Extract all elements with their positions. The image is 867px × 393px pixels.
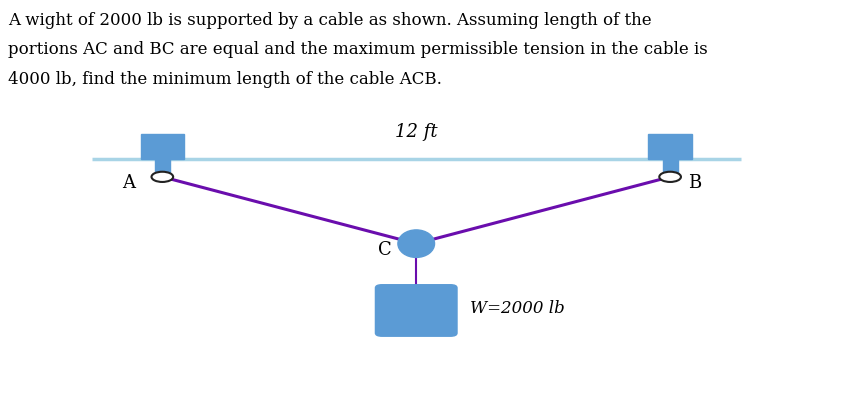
FancyBboxPatch shape (375, 285, 457, 336)
Text: 12 ft: 12 ft (394, 123, 438, 141)
Text: portions AC and BC are equal and the maximum permissible tension in the cable is: portions AC and BC are equal and the max… (9, 41, 708, 58)
Text: W=2000 lb: W=2000 lb (470, 300, 565, 317)
Bar (662, 159, 678, 177)
Bar (155, 159, 170, 177)
Circle shape (659, 172, 681, 182)
Text: A wight of 2000 lb is supported by a cable as shown. Assuming length of the: A wight of 2000 lb is supported by a cab… (9, 12, 652, 29)
Bar (140, 134, 184, 159)
Circle shape (152, 172, 173, 182)
Text: 4000 lb, find the minimum length of the cable ACB.: 4000 lb, find the minimum length of the … (9, 71, 442, 88)
Text: A: A (122, 174, 135, 192)
Text: B: B (688, 174, 701, 192)
Text: C: C (378, 241, 392, 259)
Bar (649, 134, 692, 159)
Ellipse shape (398, 230, 434, 257)
